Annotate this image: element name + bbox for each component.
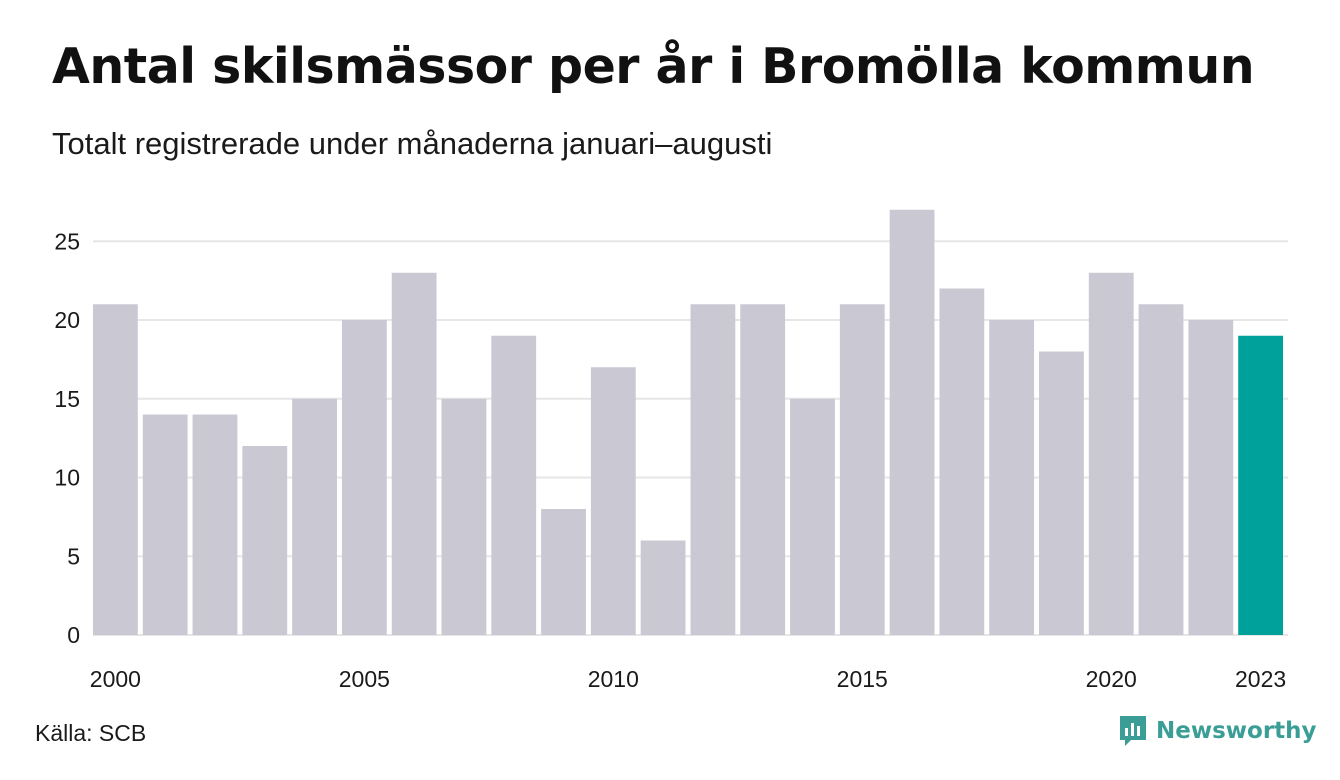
bars bbox=[93, 209, 1283, 635]
bar-2018 bbox=[989, 320, 1035, 635]
bar-2009 bbox=[541, 509, 586, 635]
bar-2019 bbox=[1039, 351, 1084, 635]
bar-2016 bbox=[889, 209, 935, 635]
bar-2005 bbox=[341, 320, 387, 635]
bar-2015 bbox=[839, 304, 885, 635]
bar-2002 bbox=[192, 414, 238, 635]
chart-title: Antal skilsmässor per år i Bromölla komm… bbox=[52, 38, 1255, 95]
bar-2014 bbox=[790, 398, 835, 635]
bar-2023 bbox=[1238, 335, 1283, 635]
y-axis-tick-labels: 0 5 10 15 20 25 bbox=[54, 228, 80, 648]
y-tick-label: 10 bbox=[54, 465, 80, 491]
brand-name: Newsworthy bbox=[1156, 718, 1317, 744]
chart-subtitle: Totalt registrerade under månaderna janu… bbox=[52, 126, 773, 161]
y-tick-label: 15 bbox=[54, 386, 80, 412]
bar-2010 bbox=[590, 367, 636, 635]
bar-2013 bbox=[740, 304, 786, 635]
bar-2021 bbox=[1138, 304, 1184, 635]
bar-2004 bbox=[292, 398, 337, 635]
bar-2011 bbox=[640, 540, 686, 635]
bar-2001 bbox=[142, 414, 188, 635]
bar-2008 bbox=[491, 335, 537, 635]
bar-2006 bbox=[391, 272, 437, 635]
x-axis-tick-labels: 2000 2005 2010 2015 2020 2023 bbox=[90, 666, 1286, 692]
x-tick-label: 2023 bbox=[1235, 666, 1286, 692]
y-tick-label: 0 bbox=[67, 622, 80, 648]
y-tick-label: 20 bbox=[54, 307, 80, 333]
bar-2020 bbox=[1088, 272, 1134, 635]
x-tick-label: 2015 bbox=[837, 666, 888, 692]
bar-chart: 0 5 10 15 20 25 2000 2005 2010 2015 2020 2023 bbox=[54, 209, 1288, 692]
bar-2000 bbox=[93, 304, 138, 635]
x-tick-label: 2020 bbox=[1086, 666, 1137, 692]
bar-2007 bbox=[441, 398, 487, 635]
x-tick-label: 2010 bbox=[588, 666, 639, 692]
y-tick-label: 25 bbox=[54, 228, 80, 254]
x-tick-label: 2005 bbox=[339, 666, 390, 692]
newsworthy-logo[interactable]: Newsworthy bbox=[1118, 714, 1317, 748]
source-note: Källa: SCB bbox=[35, 720, 147, 746]
chart-speech-bubble-icon bbox=[1120, 716, 1146, 746]
y-tick-label: 5 bbox=[67, 543, 80, 569]
bar-2022 bbox=[1188, 320, 1234, 635]
bar-2003 bbox=[242, 446, 288, 635]
bar-2017 bbox=[939, 288, 985, 635]
x-tick-label: 2000 bbox=[90, 666, 141, 692]
bar-2012 bbox=[690, 304, 736, 635]
